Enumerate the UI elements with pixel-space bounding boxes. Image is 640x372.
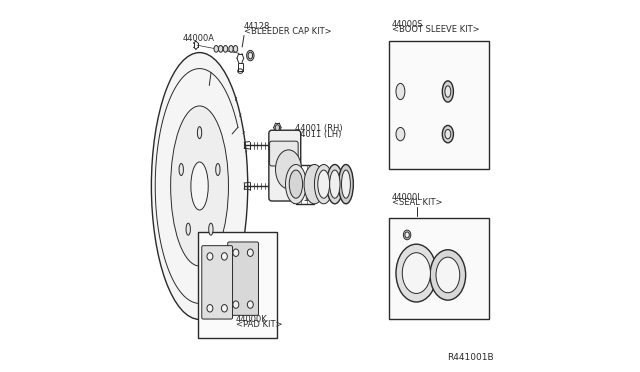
Ellipse shape <box>179 164 184 176</box>
Ellipse shape <box>276 150 301 189</box>
Ellipse shape <box>191 162 208 210</box>
Ellipse shape <box>326 164 343 204</box>
Text: 44000A: 44000A <box>182 34 214 43</box>
FancyBboxPatch shape <box>269 141 298 166</box>
Ellipse shape <box>152 52 248 320</box>
Ellipse shape <box>207 253 213 260</box>
Ellipse shape <box>233 45 237 52</box>
FancyBboxPatch shape <box>228 242 259 315</box>
Ellipse shape <box>314 164 333 204</box>
Bar <box>388 41 488 169</box>
Ellipse shape <box>207 305 213 312</box>
Ellipse shape <box>330 170 340 198</box>
Ellipse shape <box>339 164 353 204</box>
Ellipse shape <box>229 45 233 52</box>
Text: 44001 (RH): 44001 (RH) <box>295 124 342 133</box>
Text: <BLEEDER CAP KIT>: <BLEEDER CAP KIT> <box>244 27 332 36</box>
Text: <BOOT SLEEVE KIT>: <BOOT SLEEVE KIT> <box>392 25 479 34</box>
Text: 44000S: 44000S <box>392 20 423 29</box>
Ellipse shape <box>221 253 227 260</box>
Ellipse shape <box>275 125 280 131</box>
FancyBboxPatch shape <box>202 246 232 319</box>
FancyBboxPatch shape <box>269 130 301 201</box>
Ellipse shape <box>218 45 223 52</box>
Ellipse shape <box>445 86 451 97</box>
Ellipse shape <box>445 129 451 139</box>
Ellipse shape <box>396 128 405 141</box>
Ellipse shape <box>442 125 453 143</box>
Text: <PAD KIT>: <PAD KIT> <box>236 320 282 330</box>
Text: 44122: 44122 <box>294 195 320 203</box>
Text: 44128: 44128 <box>244 22 270 31</box>
Ellipse shape <box>214 45 218 52</box>
Ellipse shape <box>403 230 411 240</box>
Ellipse shape <box>223 45 228 52</box>
Ellipse shape <box>248 249 253 256</box>
Ellipse shape <box>405 232 410 238</box>
Ellipse shape <box>289 170 303 198</box>
Ellipse shape <box>442 81 453 102</box>
Ellipse shape <box>197 126 202 139</box>
Ellipse shape <box>396 244 436 302</box>
Ellipse shape <box>248 52 253 59</box>
Ellipse shape <box>233 249 239 256</box>
Ellipse shape <box>318 170 330 198</box>
Ellipse shape <box>248 301 253 308</box>
Bar <box>388 218 488 320</box>
Ellipse shape <box>216 164 220 176</box>
Ellipse shape <box>436 257 460 293</box>
Ellipse shape <box>186 223 190 235</box>
Text: 44000L: 44000L <box>392 193 422 202</box>
Ellipse shape <box>342 170 350 198</box>
Ellipse shape <box>430 250 466 300</box>
Ellipse shape <box>304 164 325 204</box>
Ellipse shape <box>396 83 405 100</box>
Bar <box>198 232 277 338</box>
Ellipse shape <box>233 301 239 308</box>
Ellipse shape <box>246 50 254 61</box>
Text: <SEAL KIT>: <SEAL KIT> <box>392 199 442 208</box>
Text: 44011 (LH): 44011 (LH) <box>295 130 341 139</box>
Ellipse shape <box>221 305 227 312</box>
Text: R441001B: R441001B <box>447 353 494 362</box>
Ellipse shape <box>171 106 228 266</box>
Ellipse shape <box>403 253 431 294</box>
Text: 44000K: 44000K <box>236 315 268 324</box>
Ellipse shape <box>209 223 213 235</box>
Ellipse shape <box>285 164 307 204</box>
